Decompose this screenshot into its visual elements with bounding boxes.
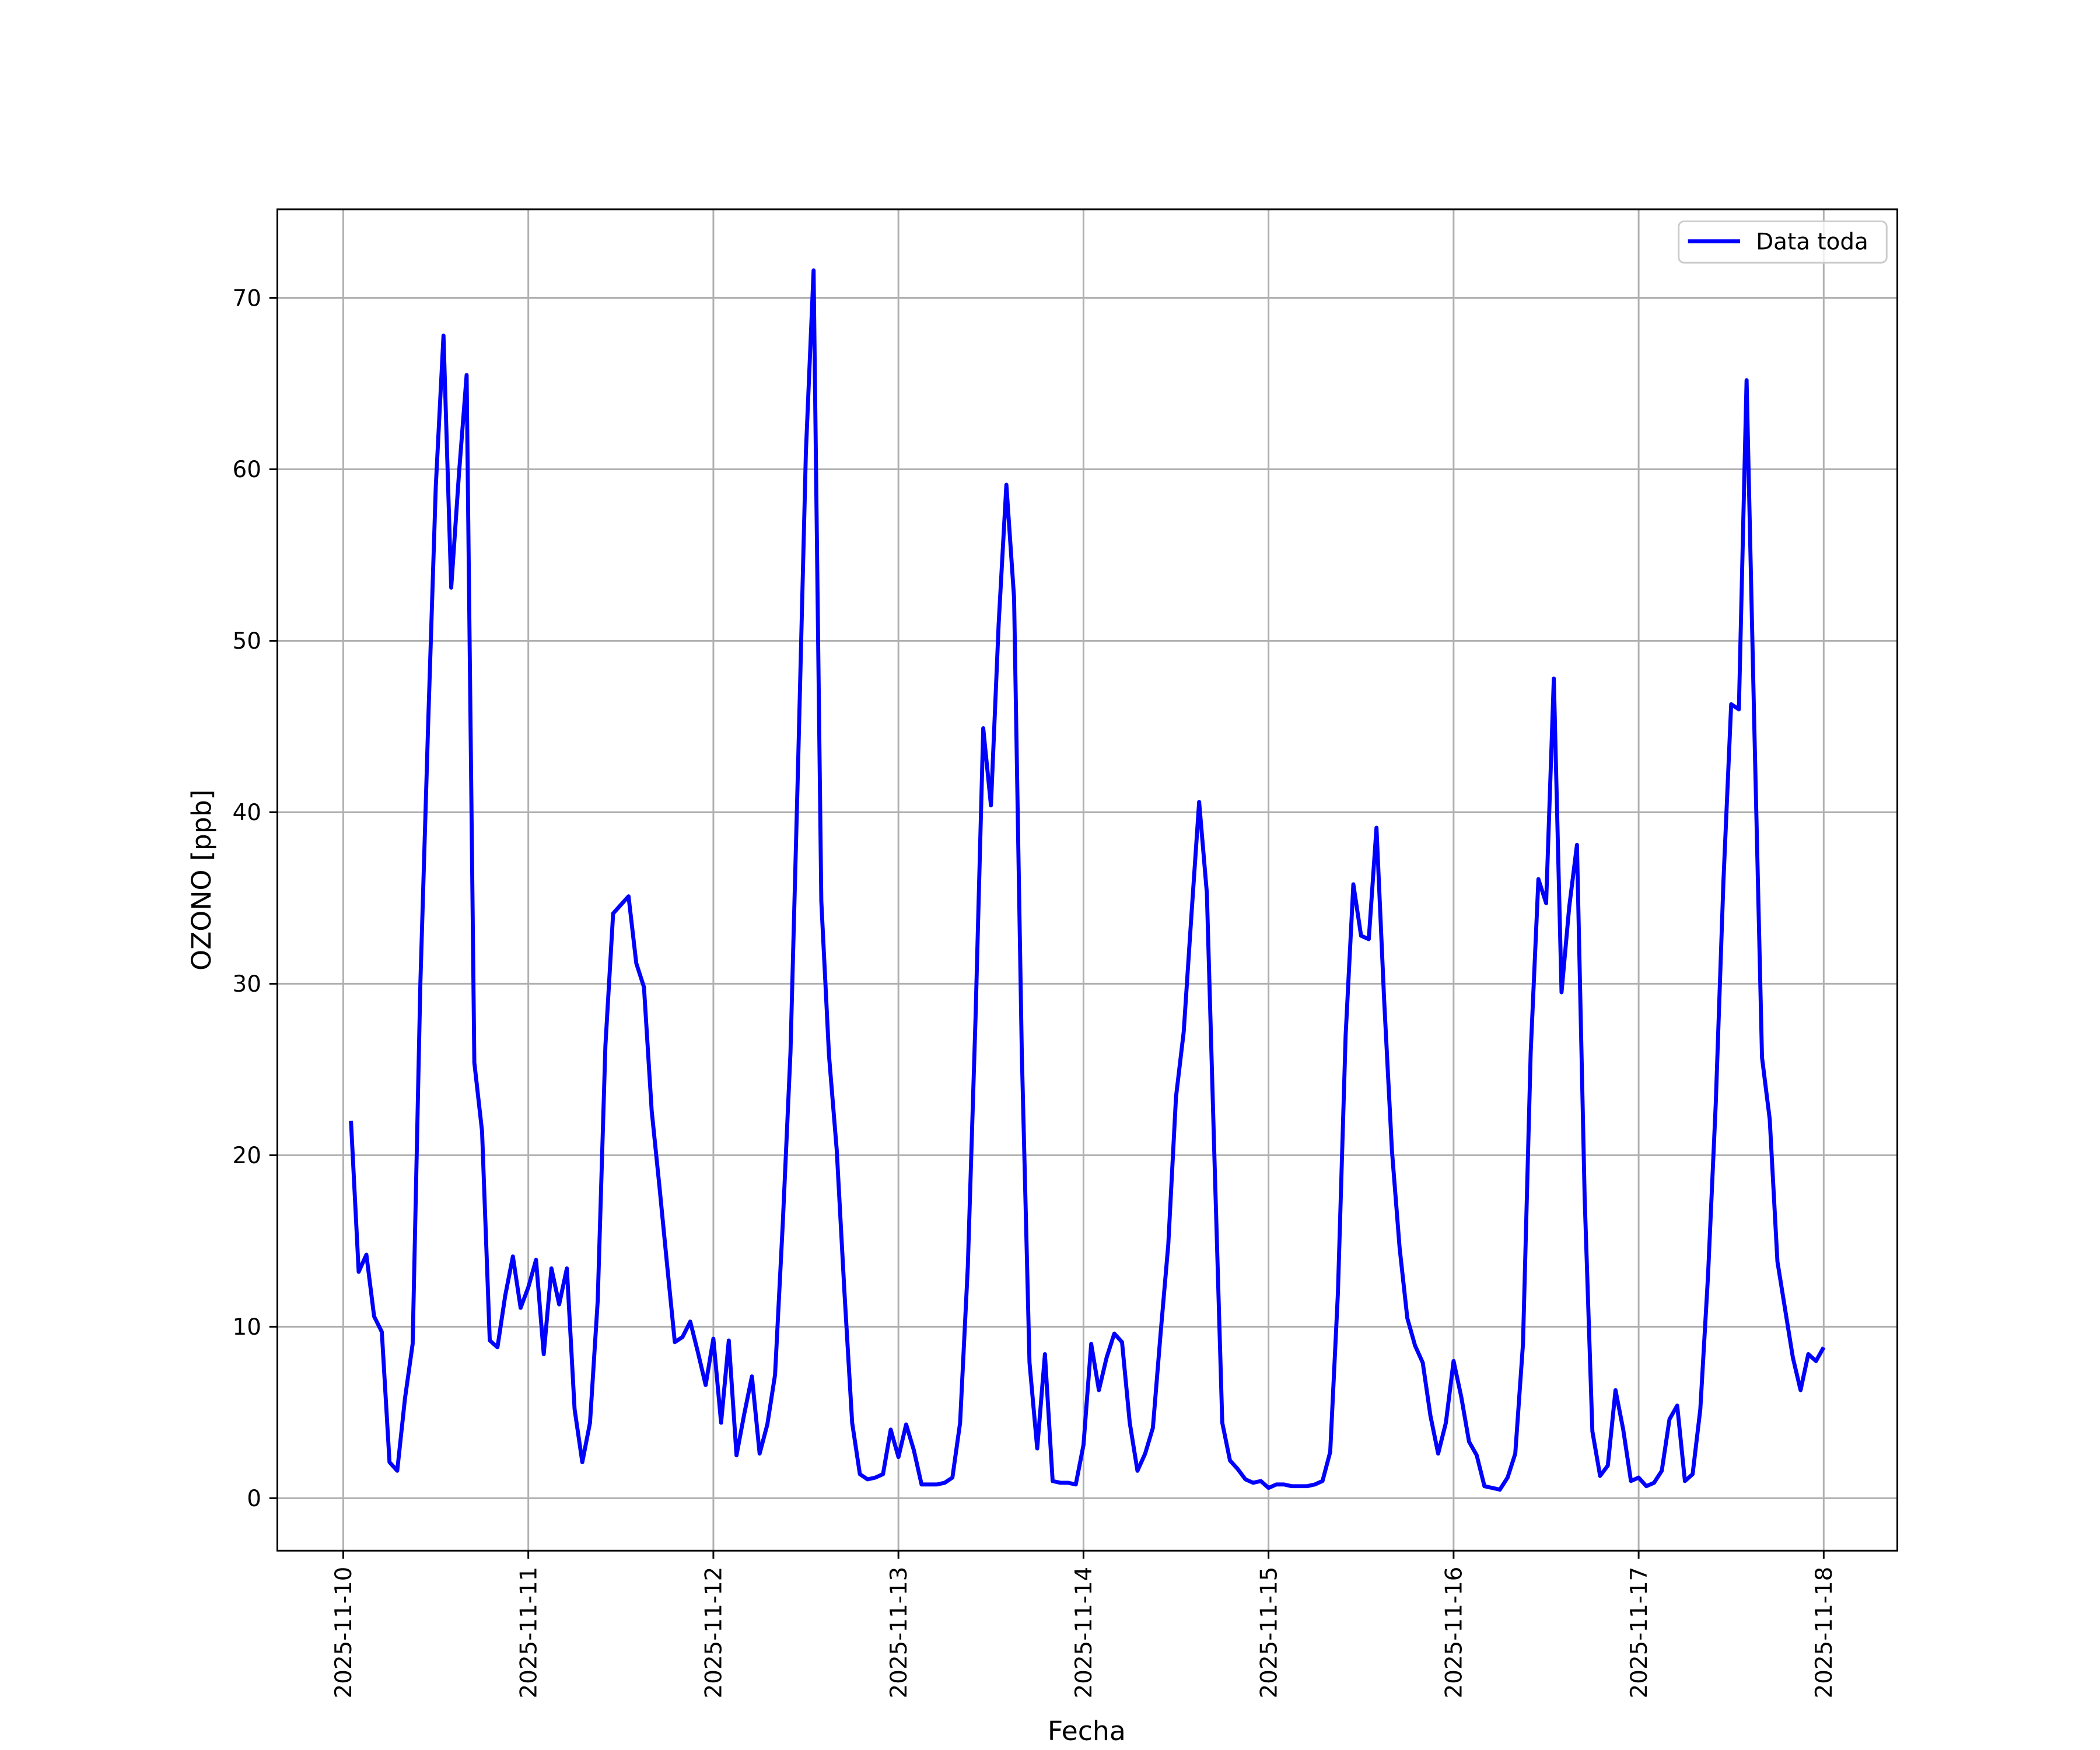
y-tick-label: 10 bbox=[233, 1314, 261, 1340]
y-tick-label: 50 bbox=[233, 628, 261, 654]
x-tick-label: 2025-11-14 bbox=[1071, 1567, 1097, 1699]
data-line bbox=[349, 268, 1826, 1492]
y-tick-label: 30 bbox=[233, 971, 261, 998]
y-axis-label: OZONO [ppb] bbox=[186, 789, 217, 971]
y-tick-label: 0 bbox=[247, 1486, 261, 1512]
y-tick-label: 40 bbox=[233, 800, 261, 826]
x-tick-label: 2025-11-18 bbox=[1811, 1567, 1838, 1699]
x-tick-label: 2025-11-10 bbox=[331, 1567, 357, 1699]
x-tick-label: 2025-11-11 bbox=[516, 1567, 542, 1699]
legend-label: Data toda bbox=[1756, 229, 1868, 255]
x-tick-label: 2025-11-17 bbox=[1626, 1567, 1653, 1699]
x-tick-label: 2025-11-13 bbox=[886, 1567, 912, 1699]
x-tick-label: 2025-11-12 bbox=[701, 1567, 727, 1699]
y-tick-label: 20 bbox=[233, 1143, 261, 1169]
legend-box bbox=[1678, 220, 1888, 264]
x-tick-label: 2025-11-15 bbox=[1256, 1567, 1282, 1699]
y-tick-label: 60 bbox=[233, 457, 261, 483]
x-axis-label: Fecha bbox=[1048, 1716, 1126, 1746]
plot-frame bbox=[276, 208, 1899, 1552]
y-tick-label: 70 bbox=[233, 285, 261, 312]
x-tick-label: 2025-11-16 bbox=[1441, 1567, 1468, 1699]
